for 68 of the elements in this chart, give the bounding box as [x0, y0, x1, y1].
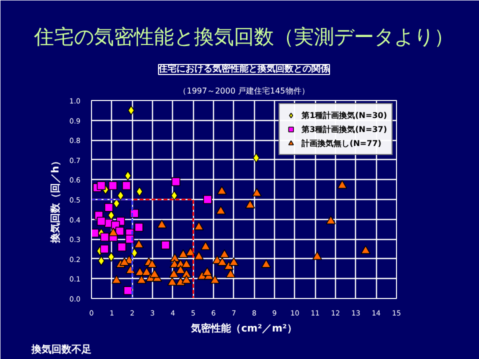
- point: [226, 269, 236, 278]
- point: [104, 203, 114, 212]
- point: [178, 249, 188, 258]
- point: [124, 170, 132, 181]
- point: [136, 186, 143, 196]
- point: [100, 232, 110, 242]
- point: [108, 181, 118, 190]
- point: [194, 251, 204, 260]
- point: [337, 180, 348, 189]
- point: [217, 257, 228, 266]
- point: [200, 241, 210, 250]
- point: [96, 216, 106, 226]
- point: [98, 256, 105, 266]
- point: [182, 259, 192, 268]
- point: [182, 275, 192, 284]
- point: [360, 245, 370, 254]
- point: [122, 181, 131, 190]
- point: [202, 267, 212, 276]
- point: [134, 267, 145, 276]
- point: [108, 252, 115, 262]
- point: [245, 200, 255, 208]
- point: [326, 216, 336, 224]
- point: [113, 198, 120, 208]
- point: [100, 244, 109, 254]
- point: [186, 247, 196, 256]
- point: [252, 153, 260, 163]
- y-axis-title: 換気回数（回／h）: [49, 156, 62, 244]
- point: [142, 267, 152, 276]
- point: [161, 240, 170, 250]
- text: 換気回数不足: [30, 344, 92, 356]
- point: [220, 249, 230, 258]
- legend-label: 第1種計画換気(N=30): [302, 110, 387, 121]
- point: [252, 188, 262, 197]
- point: [131, 248, 138, 258]
- point: [176, 265, 186, 274]
- point: [96, 181, 106, 190]
- point: [117, 242, 126, 252]
- point: [167, 277, 178, 286]
- point: [224, 261, 234, 270]
- point: [210, 275, 220, 284]
- point: [147, 259, 157, 268]
- point: [261, 259, 272, 268]
- point: [108, 228, 118, 236]
- point: [168, 269, 179, 278]
- x-axis-title: 気密性能（cm²／m²）: [190, 322, 297, 334]
- point: [128, 106, 135, 116]
- point: [123, 286, 132, 295]
- point: [134, 222, 144, 232]
- point: [156, 220, 167, 228]
- point: [112, 275, 122, 284]
- point: [117, 190, 124, 200]
- point: [312, 251, 322, 260]
- legend-label: 計画換気無し(N=77): [302, 138, 382, 149]
- point: [171, 177, 180, 186]
- legend-label: 第3種計画換気(N=37): [302, 124, 387, 135]
- text: （1997～2000 戸建住宅145物件）: [178, 86, 310, 96]
- chart-title: 住宅の気密性能と換気回数（実測データより）: [33, 24, 454, 48]
- point: [216, 186, 227, 195]
- point: [120, 257, 130, 266]
- point: [136, 275, 146, 284]
- point: [194, 222, 204, 230]
- point: [150, 269, 160, 278]
- point: [170, 190, 178, 200]
- point: [203, 195, 212, 204]
- point: [134, 239, 144, 248]
- point: [108, 210, 115, 220]
- point: [216, 206, 226, 214]
- point: [228, 257, 239, 266]
